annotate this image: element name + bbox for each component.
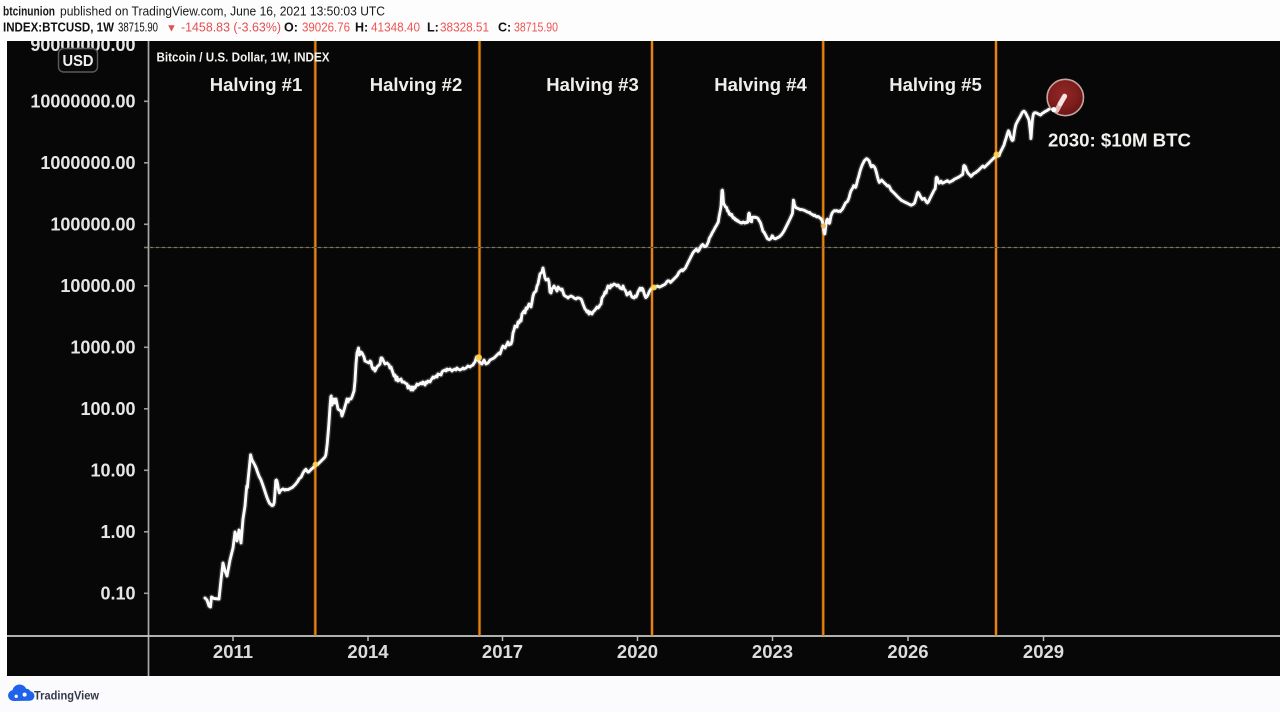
svg-text:▼: ▼ [166,23,177,35]
svg-text:Halving #3: Halving #3 [546,74,639,95]
svg-text:2017: 2017 [482,641,523,662]
svg-text:-1458.83 (-3.63%): -1458.83 (-3.63%) [181,21,281,35]
svg-text:2026: 2026 [887,641,928,662]
svg-text:2020: 2020 [617,641,658,662]
svg-text:C:: C: [498,21,511,35]
svg-text:1.00: 1.00 [100,522,135,542]
svg-text:100.00: 100.00 [80,399,135,419]
svg-text:TradingView: TradingView [34,689,100,703]
svg-text:0.10: 0.10 [100,584,135,604]
svg-text:2030: $10M BTC: 2030: $10M BTC [1048,130,1191,151]
svg-text:2029: 2029 [1023,641,1064,662]
svg-text:published on TradingView.com,: published on TradingView.com, June 16, 2… [60,5,385,19]
svg-text:Halving #4: Halving #4 [714,74,807,95]
svg-text:O:: O: [284,21,298,35]
svg-text:38715.90: 38715.90 [514,21,558,35]
svg-text:38715.90: 38715.90 [118,21,158,35]
svg-text:10.00: 10.00 [90,461,135,481]
svg-text:H:: H: [355,21,368,35]
svg-text:38328.51: 38328.51 [440,21,489,35]
svg-text:Halving #1: Halving #1 [210,74,303,95]
svg-text:1000.00: 1000.00 [70,338,135,358]
svg-text:41348.40: 41348.40 [371,21,420,35]
svg-text:INDEX:BTCUSD, 1W: INDEX:BTCUSD, 1W [3,21,114,35]
svg-text:USD: USD [63,53,94,70]
svg-text:L:: L: [427,21,439,35]
svg-text:2011: 2011 [213,641,253,662]
svg-text:10000000.00: 10000000.00 [30,92,135,112]
svg-text:btcinunion: btcinunion [3,5,55,19]
svg-text:100000.00: 100000.00 [50,215,135,235]
svg-text:2014: 2014 [347,641,389,662]
svg-text:2023: 2023 [752,641,793,662]
svg-text:Halving #2: Halving #2 [370,74,463,95]
svg-text:39026.76: 39026.76 [302,21,350,35]
svg-text:1000000.00: 1000000.00 [40,153,135,173]
svg-text:10000.00: 10000.00 [60,276,135,296]
svg-text:Halving #5: Halving #5 [889,74,982,95]
svg-text:Bitcoin / U.S. Dollar, 1W, IND: Bitcoin / U.S. Dollar, 1W, INDEX [157,50,330,65]
